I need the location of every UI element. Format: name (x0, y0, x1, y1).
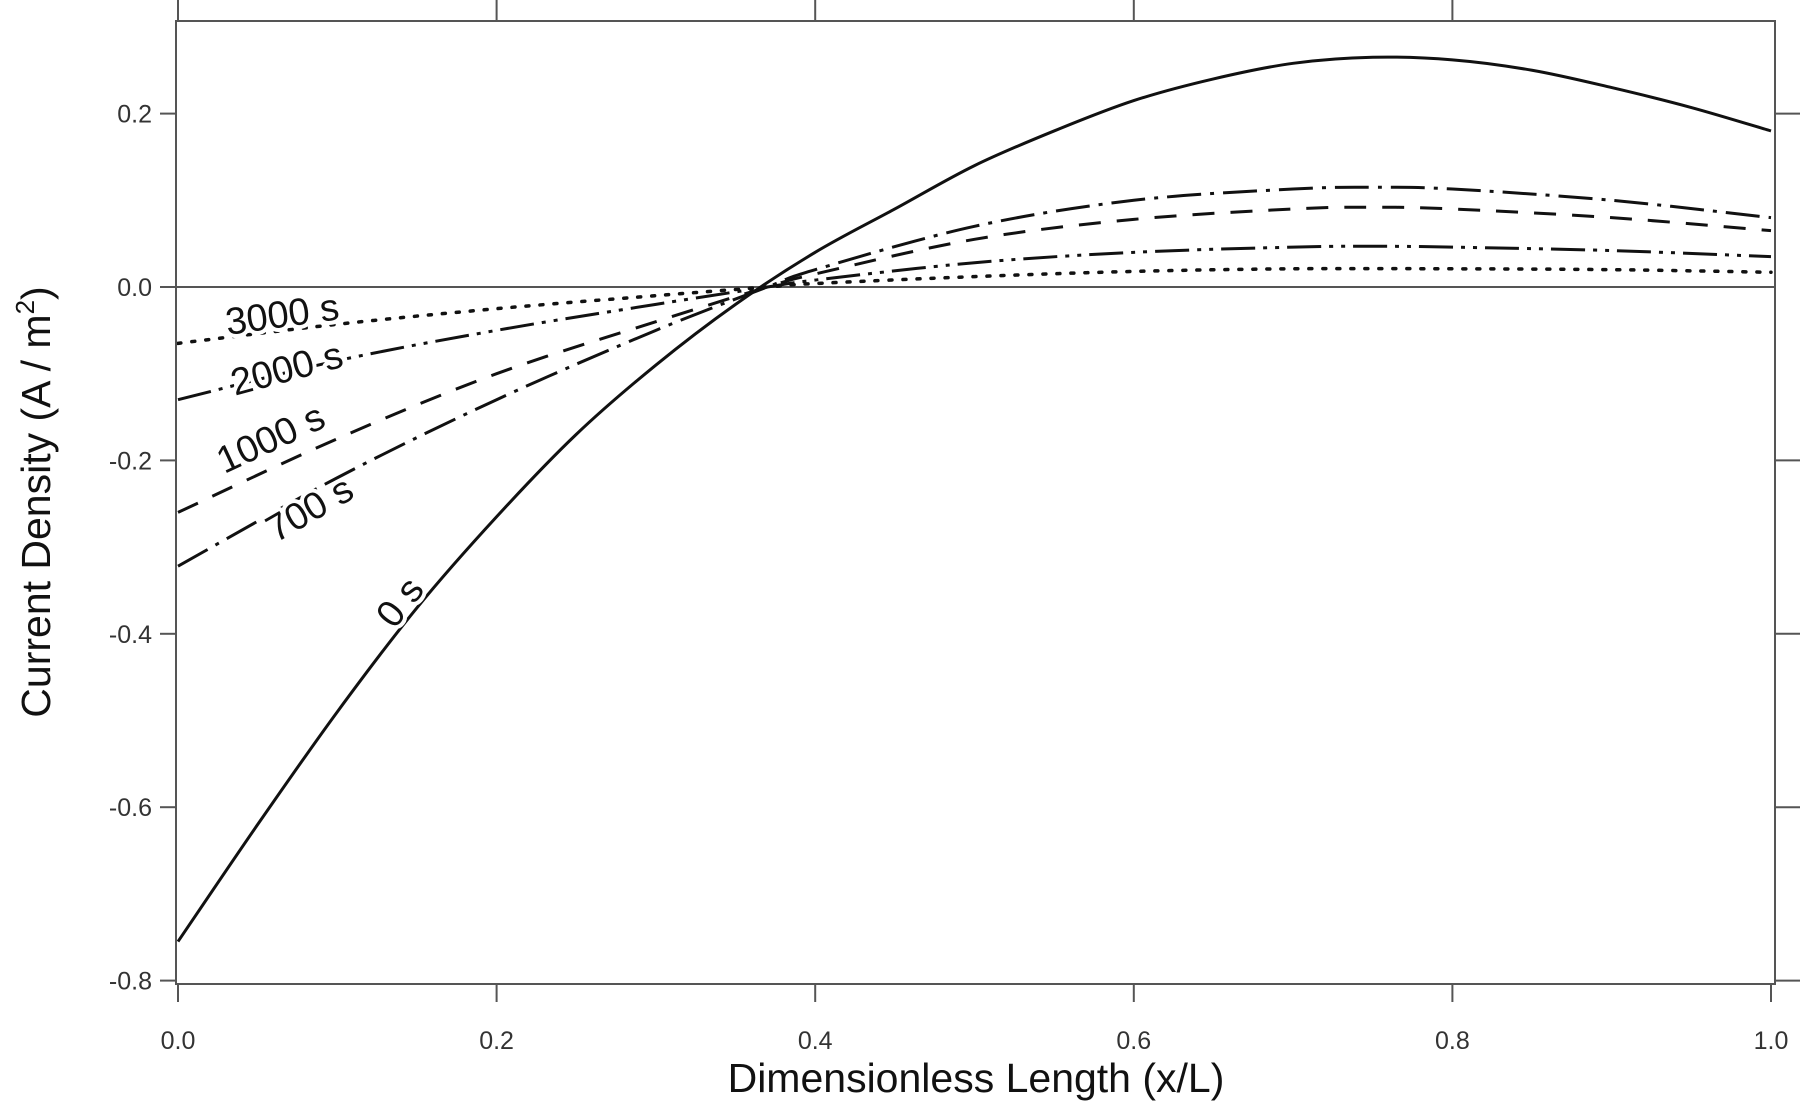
y-axis-title-close: ) (13, 286, 59, 300)
x-tick-label: 0.4 (798, 1027, 833, 1055)
y-tick-label: -0.4 (109, 621, 152, 649)
y-tick-label: -0.6 (109, 794, 152, 822)
x-tick-label: 0.2 (479, 1027, 514, 1055)
series-line-2000s (177, 244, 1772, 402)
x-axis-title: Dimensionless Length (x/L) (728, 1055, 1225, 1101)
series-line-1000s (177, 205, 1772, 514)
plot-frame (175, 20, 1776, 985)
series-line-3000s (176, 266, 1773, 346)
y-axis-title-sup: 2 (10, 300, 40, 314)
y-tick-label: -0.8 (109, 968, 152, 996)
y-tick-label: 0.2 (117, 101, 152, 129)
x-tick-label: 1.0 (1754, 1027, 1789, 1055)
series-label-0s: 0 s (368, 570, 432, 636)
series-line-0s (176, 55, 1772, 943)
x-tick-label: 0.6 (1116, 1027, 1151, 1055)
x-tick-label: 0.8 (1435, 1027, 1470, 1055)
y-tick-label: -0.2 (109, 447, 152, 475)
axis-ticks: 0.0 0.2 0.4 0.6 0.8 1.0 0.2 0.0 -0.2 -0.4 -0.6 -0.8 (109, 0, 1800, 1055)
x-tick-label: 0.0 (161, 1027, 196, 1055)
series-label-1000s: 1000 s (210, 396, 331, 482)
y-axis-title: Current Density (A / m2) (10, 286, 59, 717)
series-label-700s: 700 s (259, 468, 361, 551)
y-axis-title-main: Current Density (A / m (13, 314, 59, 717)
series-line-700s (177, 185, 1772, 568)
series-label-2000s: 2000 s (226, 334, 347, 404)
series-label-3000s: 3000 s (223, 286, 342, 343)
y-tick-label: 0.0 (117, 274, 152, 302)
